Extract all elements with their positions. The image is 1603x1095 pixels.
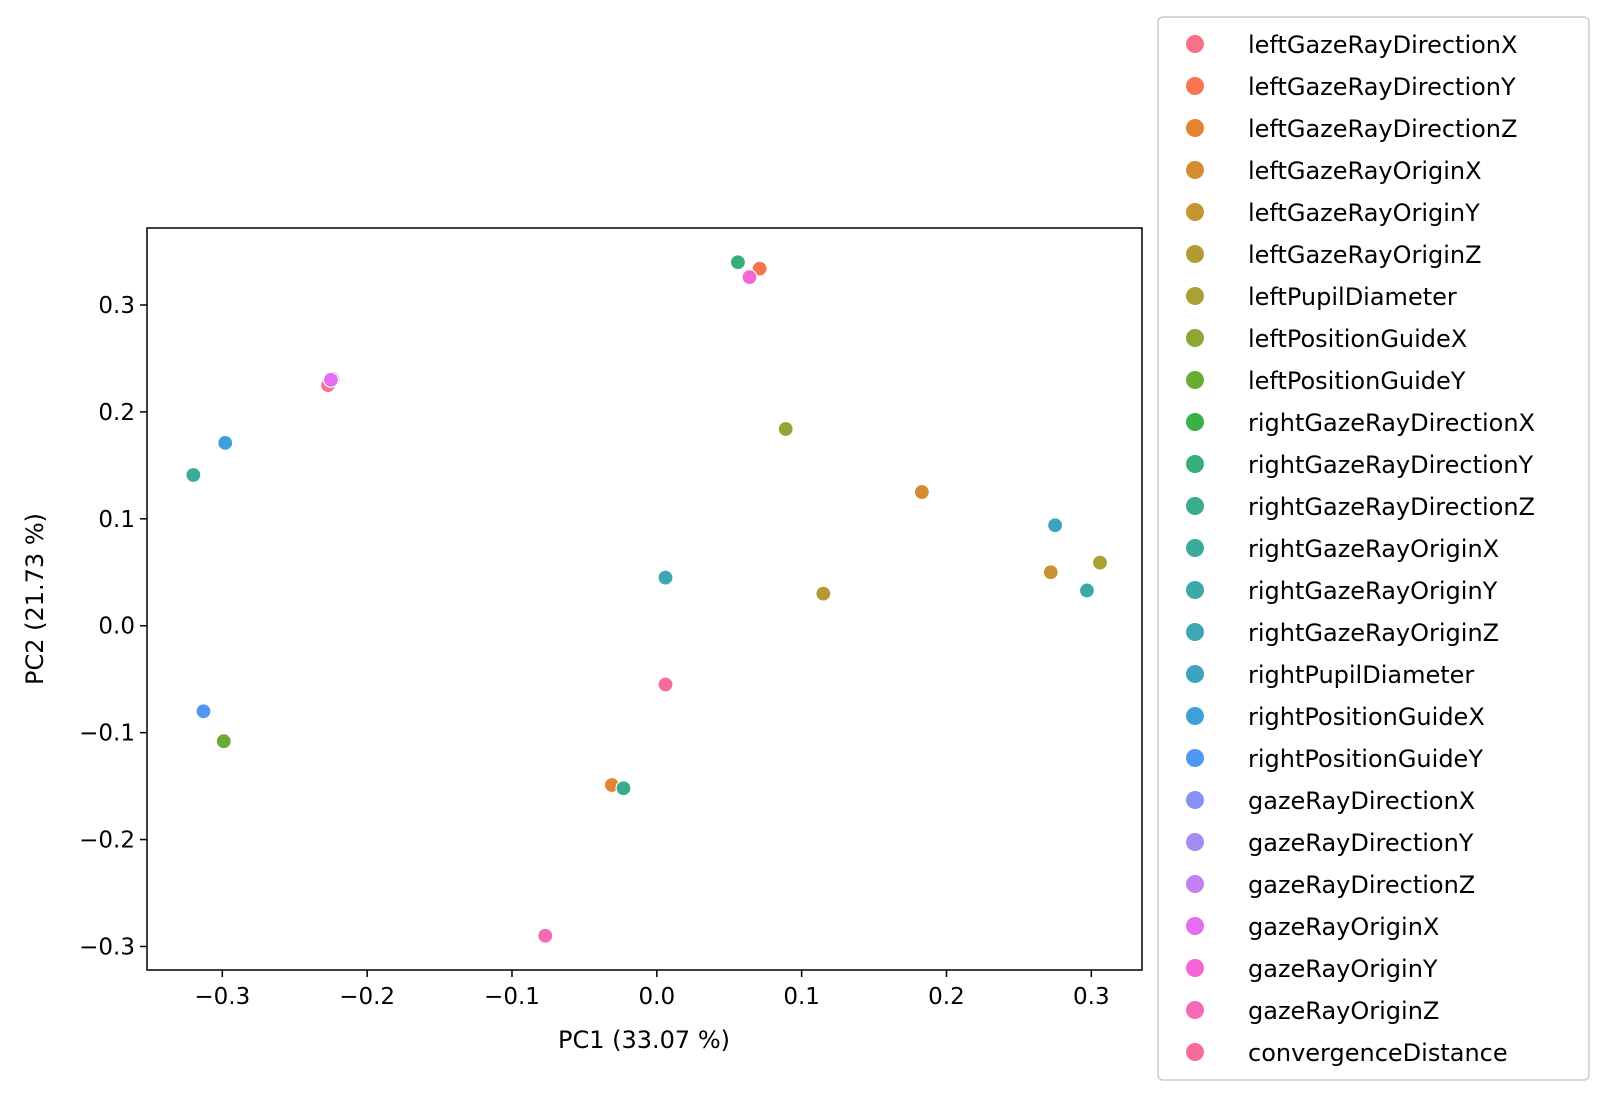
legend-marker: [1186, 959, 1204, 977]
legend-label: rightGazeRayOriginY: [1248, 577, 1498, 605]
legend-marker: [1186, 791, 1204, 809]
legend-label: leftGazeRayDirectionZ: [1248, 115, 1517, 143]
data-point: [1042, 564, 1059, 581]
legend-marker: [1186, 35, 1204, 53]
data-point: [1047, 517, 1064, 534]
legend-label: gazeRayDirectionX: [1248, 787, 1475, 815]
legend-label: rightPositionGuideY: [1248, 745, 1483, 773]
legend-label: rightGazeRayOriginZ: [1248, 619, 1499, 647]
x-tick-label: 0.1: [783, 984, 820, 1010]
data-point: [815, 585, 832, 602]
legend-label: leftGazeRayOriginX: [1248, 157, 1482, 185]
legend-marker: [1186, 371, 1204, 389]
legend-marker: [1186, 623, 1204, 641]
legend-marker: [1186, 707, 1204, 725]
y-axis-label: PC2 (21.73 %): [21, 513, 49, 685]
plot-area: [146, 227, 1143, 971]
plot-frame: [146, 227, 1143, 971]
x-axis-label: PC1 (33.07 %): [558, 1026, 730, 1054]
legend-label: gazeRayDirectionY: [1248, 829, 1474, 857]
y-tick-label: −0.3: [79, 934, 135, 960]
y-axis-ticks: −0.3 −0.2 −0.1 0.0 0.1 0.2 0.3: [79, 293, 147, 960]
legend-marker: [1186, 413, 1204, 431]
data-point: [1078, 582, 1096, 599]
legend-marker: [1186, 833, 1204, 851]
legend: leftGazeRayDirectionX leftGazeRayDirectio…: [1157, 16, 1590, 1081]
legend-label: rightPositionGuideX: [1248, 703, 1485, 731]
data-point: [615, 780, 632, 797]
legend-marker: [1186, 245, 1204, 263]
data-point: [729, 254, 747, 271]
data-point: [322, 371, 340, 388]
plot-background: [147, 228, 1142, 970]
legend-label: rightGazeRayDirectionX: [1248, 409, 1535, 437]
x-tick-label: 0.3: [1073, 984, 1110, 1010]
legend-label: gazeRayDirectionZ: [1248, 871, 1475, 899]
legend-marker: [1186, 203, 1204, 221]
legend-label: rightPupilDiameter: [1248, 661, 1474, 689]
legend-label: convergenceDistance: [1248, 1039, 1508, 1067]
y-tick-label: −0.2: [79, 828, 135, 854]
data-point: [741, 269, 758, 286]
y-tick-label: 0.2: [98, 400, 135, 426]
legend-marker: [1186, 455, 1204, 473]
data-point: [657, 676, 674, 693]
data-point: [657, 569, 674, 586]
x-tick-label: −0.1: [484, 984, 540, 1010]
legend-label: rightGazeRayOriginX: [1248, 535, 1499, 563]
x-axis-ticks: −0.3 −0.2 −0.1 0.0 0.1 0.2 0.3: [194, 970, 1110, 1010]
legend-marker: [1186, 119, 1204, 137]
legend-marker: [1186, 875, 1204, 893]
legend-label: rightGazeRayDirectionY: [1248, 451, 1534, 479]
data-points: [185, 254, 1109, 944]
y-tick-label: 0.1: [98, 507, 135, 533]
data-point: [1091, 554, 1109, 571]
y-tick-label: 0.0: [98, 614, 135, 640]
legend-marker: [1186, 77, 1204, 95]
legend-marker: [1186, 749, 1204, 767]
x-tick-label: −0.3: [194, 984, 250, 1010]
legend-marker: [1186, 497, 1204, 515]
data-point: [913, 483, 930, 501]
data-point: [537, 927, 554, 944]
y-tick-label: −0.1: [79, 721, 135, 747]
legend-items: leftGazeRayDirectionX leftGazeRayDirectio…: [1186, 31, 1535, 1067]
legend-marker: [1186, 539, 1204, 557]
legend-label: leftGazeRayOriginY: [1248, 199, 1480, 227]
legend-label: leftPupilDiameter: [1248, 283, 1457, 311]
legend-marker: [1186, 665, 1204, 683]
legend-label: leftGazeRayDirectionY: [1248, 73, 1516, 101]
x-tick-label: 0.2: [928, 984, 965, 1010]
legend-marker: [1186, 287, 1204, 305]
legend-marker: [1186, 161, 1204, 179]
legend-label: leftPositionGuideX: [1248, 325, 1467, 353]
legend-label: gazeRayOriginZ: [1248, 997, 1439, 1025]
legend-label: rightGazeRayDirectionZ: [1248, 493, 1535, 521]
legend-label: leftGazeRayOriginZ: [1248, 241, 1482, 269]
y-tick-label: 0.3: [98, 293, 135, 319]
x-tick-label: 0.0: [639, 984, 676, 1010]
legend-label: leftGazeRayDirectionX: [1248, 31, 1517, 59]
legend-marker: [1186, 329, 1204, 347]
legend-frame: [1157, 16, 1590, 1081]
data-point: [217, 434, 234, 452]
data-point: [777, 420, 794, 438]
legend-marker: [1186, 917, 1204, 935]
legend-marker: [1186, 1001, 1204, 1019]
legend-marker: [1186, 1043, 1204, 1061]
legend-label: gazeRayOriginY: [1248, 955, 1438, 983]
legend-label: leftPositionGuideY: [1248, 367, 1466, 395]
x-tick-label: −0.2: [339, 984, 395, 1010]
legend-label: gazeRayOriginX: [1248, 913, 1439, 941]
data-point: [215, 733, 232, 750]
data-point: [185, 466, 202, 484]
data-point: [195, 703, 212, 720]
legend-marker: [1186, 581, 1204, 599]
